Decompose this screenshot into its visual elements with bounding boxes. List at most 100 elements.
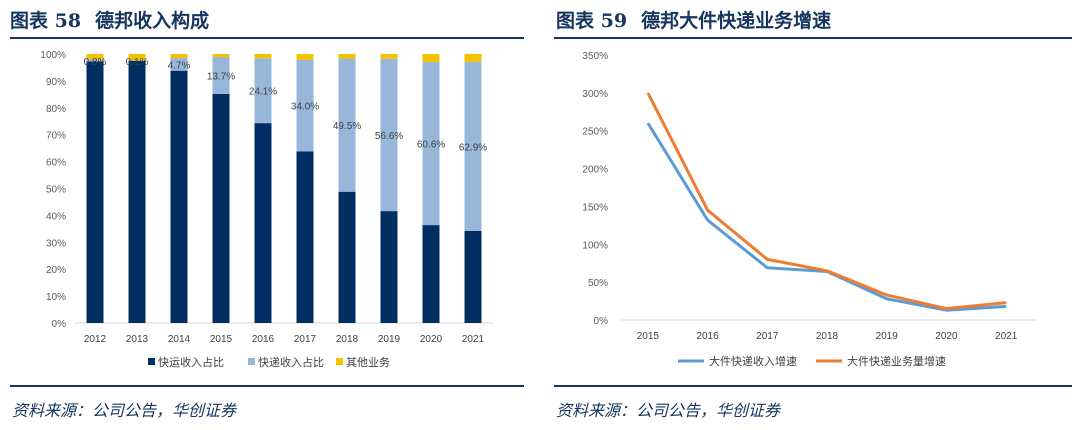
data-label: 0.8% bbox=[84, 57, 107, 68]
figure-59-number: 图表 59 bbox=[556, 10, 628, 32]
x-tick-label: 2014 bbox=[168, 334, 191, 345]
bar-segment-2018-s2 bbox=[338, 54, 356, 59]
figure-58: 图表 58 德邦收入构成 0% 10% 20% 30% 40% 50% 60% 70% 80% 90… bbox=[10, 6, 524, 420]
bar-segment-2018-s1 bbox=[338, 58, 356, 192]
y-tick-label: 20% bbox=[46, 265, 66, 276]
x-tick-label: 2013 bbox=[126, 334, 149, 345]
data-label: 49.5% bbox=[333, 121, 361, 132]
bar-segment-2017-s1 bbox=[296, 59, 314, 152]
bar-segment-2015-s2 bbox=[212, 54, 230, 57]
y-tick-label: 90% bbox=[46, 77, 66, 88]
y-tick-label: 0% bbox=[52, 319, 67, 330]
y-tick-label: 60% bbox=[46, 158, 66, 169]
bar-segment-2014-s1 bbox=[170, 58, 188, 71]
figure-59-title: 图表 59 德邦大件快递业务增速 bbox=[556, 6, 831, 33]
y-tick-label: 70% bbox=[46, 131, 66, 142]
y-tick-label: 150% bbox=[582, 202, 608, 213]
bar-segment-2014-s0 bbox=[170, 70, 188, 323]
x-tick-label: 2016 bbox=[252, 334, 275, 345]
figure-58-title-text: 德邦收入构成 bbox=[95, 10, 210, 32]
bar-segment-2019-s2 bbox=[380, 54, 398, 59]
y-tick-label: 350% bbox=[582, 51, 608, 62]
legend-label: 其他业务 bbox=[346, 356, 390, 369]
x-tick-label: 2018 bbox=[336, 334, 359, 345]
figure-58-title: 图表 58 德邦收入构成 bbox=[10, 6, 209, 33]
figure-58-bottom-rule bbox=[10, 385, 524, 387]
legend-swatch-2 bbox=[336, 358, 343, 365]
figure-59-title-text: 德邦大件快递业务增速 bbox=[641, 10, 832, 32]
bar-segment-2019-s0 bbox=[380, 211, 398, 323]
stacked-bar-chart: 0% 10% 20% 30% 40% 50% 60% 70% 80% 90% 100% 2012 0.8… bbox=[40, 50, 494, 369]
bar-segment-2020-s2 bbox=[422, 54, 440, 63]
figure-59-top-rule bbox=[554, 37, 1072, 39]
data-label: 24.1% bbox=[249, 87, 277, 98]
line-chart: 0% 50% 100% 150% 200% 250% 300% 350% 2015 2016 201… bbox=[582, 51, 1036, 368]
bar-segment-2013-s2 bbox=[128, 54, 146, 61]
bar-segment-2012-s0 bbox=[86, 61, 104, 323]
legend-label: 快递收入占比 bbox=[258, 355, 324, 369]
bar-segment-2015-s1 bbox=[212, 56, 230, 94]
legend-label: 大件快递业务量增速 bbox=[847, 354, 946, 368]
x-tick-label: 2021 bbox=[462, 334, 485, 345]
bar-segment-2015-s0 bbox=[212, 93, 230, 323]
y-tick-label: 0% bbox=[594, 316, 609, 327]
series-line-1 bbox=[646, 92, 1007, 311]
y-tick-label: 10% bbox=[46, 292, 66, 303]
data-label: 4.7% bbox=[168, 60, 191, 71]
bar-segment-2018-s0 bbox=[338, 191, 356, 323]
y-tick-label: 250% bbox=[582, 127, 608, 138]
x-tick-label: 2016 bbox=[696, 331, 719, 342]
x-tick-label: 2012 bbox=[84, 334, 107, 345]
legend-swatch-0 bbox=[148, 358, 155, 365]
bar-segment-2019-s1 bbox=[380, 58, 398, 212]
bar-segment-2021-s1 bbox=[464, 61, 482, 232]
bar-segment-2021-s0 bbox=[464, 231, 482, 323]
bar-segment-2017-s0 bbox=[296, 151, 314, 323]
y-tick-label: 100% bbox=[582, 240, 608, 251]
y-tick-label: 50% bbox=[588, 278, 608, 289]
data-label: 62.9% bbox=[459, 142, 487, 153]
x-tick-label: 2017 bbox=[294, 334, 317, 345]
bar-segment-2016-s2 bbox=[254, 54, 272, 59]
data-label: 0.1% bbox=[126, 57, 149, 68]
bar-segment-2012-s1 bbox=[86, 59, 104, 62]
figure-58-top-rule bbox=[10, 37, 524, 39]
figure-58-number: 图表 58 bbox=[10, 10, 82, 32]
y-tick-label: 300% bbox=[582, 89, 608, 100]
figure-59: 图表 59 德邦大件快递业务增速 0% 50% 100% 150% 200% 250% 300… bbox=[548, 0, 1080, 430]
y-tick-label: 80% bbox=[46, 104, 66, 115]
figure-59-source: 资料来源：公司公告，华创证券 bbox=[556, 401, 781, 420]
bar-segment-2021-s2 bbox=[464, 54, 482, 62]
x-tick-label: 2019 bbox=[876, 331, 899, 342]
data-label: 56.6% bbox=[375, 131, 403, 142]
legend-swatch-1 bbox=[248, 358, 255, 365]
x-tick-label: 2020 bbox=[420, 334, 443, 345]
x-tick-label: 2020 bbox=[935, 331, 958, 342]
bar-segment-2016-s0 bbox=[254, 123, 272, 324]
figure-58-source: 资料来源：公司公告，华创证券 bbox=[12, 401, 237, 420]
bar-segment-2020-s1 bbox=[422, 62, 440, 226]
figure-59-bottom-rule bbox=[554, 385, 1072, 387]
x-tick-label: 2015 bbox=[210, 334, 233, 345]
y-tick-label: 100% bbox=[40, 50, 66, 61]
x-tick-label: 2017 bbox=[756, 331, 779, 342]
data-label: 13.7% bbox=[207, 71, 235, 82]
y-tick-label: 50% bbox=[46, 185, 66, 196]
legend-label: 快运收入占比 bbox=[158, 355, 224, 369]
series-line-0 bbox=[646, 122, 1007, 312]
x-tick-label: 2015 bbox=[637, 331, 660, 342]
legend-label: 大件快递收入增速 bbox=[709, 354, 797, 368]
y-tick-label: 30% bbox=[46, 238, 66, 249]
x-tick-label: 2021 bbox=[995, 331, 1018, 342]
x-tick-label: 2018 bbox=[816, 331, 839, 342]
data-label: 34.0% bbox=[291, 102, 319, 113]
bar-segment-2013-s0 bbox=[128, 60, 146, 323]
x-tick-label: 2019 bbox=[378, 334, 401, 345]
data-label: 60.6% bbox=[417, 140, 445, 151]
y-tick-label: 40% bbox=[46, 211, 66, 222]
bar-segment-2017-s2 bbox=[296, 54, 314, 60]
bar-segment-2014-s2 bbox=[170, 54, 188, 59]
y-tick-label: 200% bbox=[582, 165, 608, 176]
bar-segment-2012-s2 bbox=[86, 54, 104, 60]
bar-segment-2020-s0 bbox=[422, 225, 440, 323]
